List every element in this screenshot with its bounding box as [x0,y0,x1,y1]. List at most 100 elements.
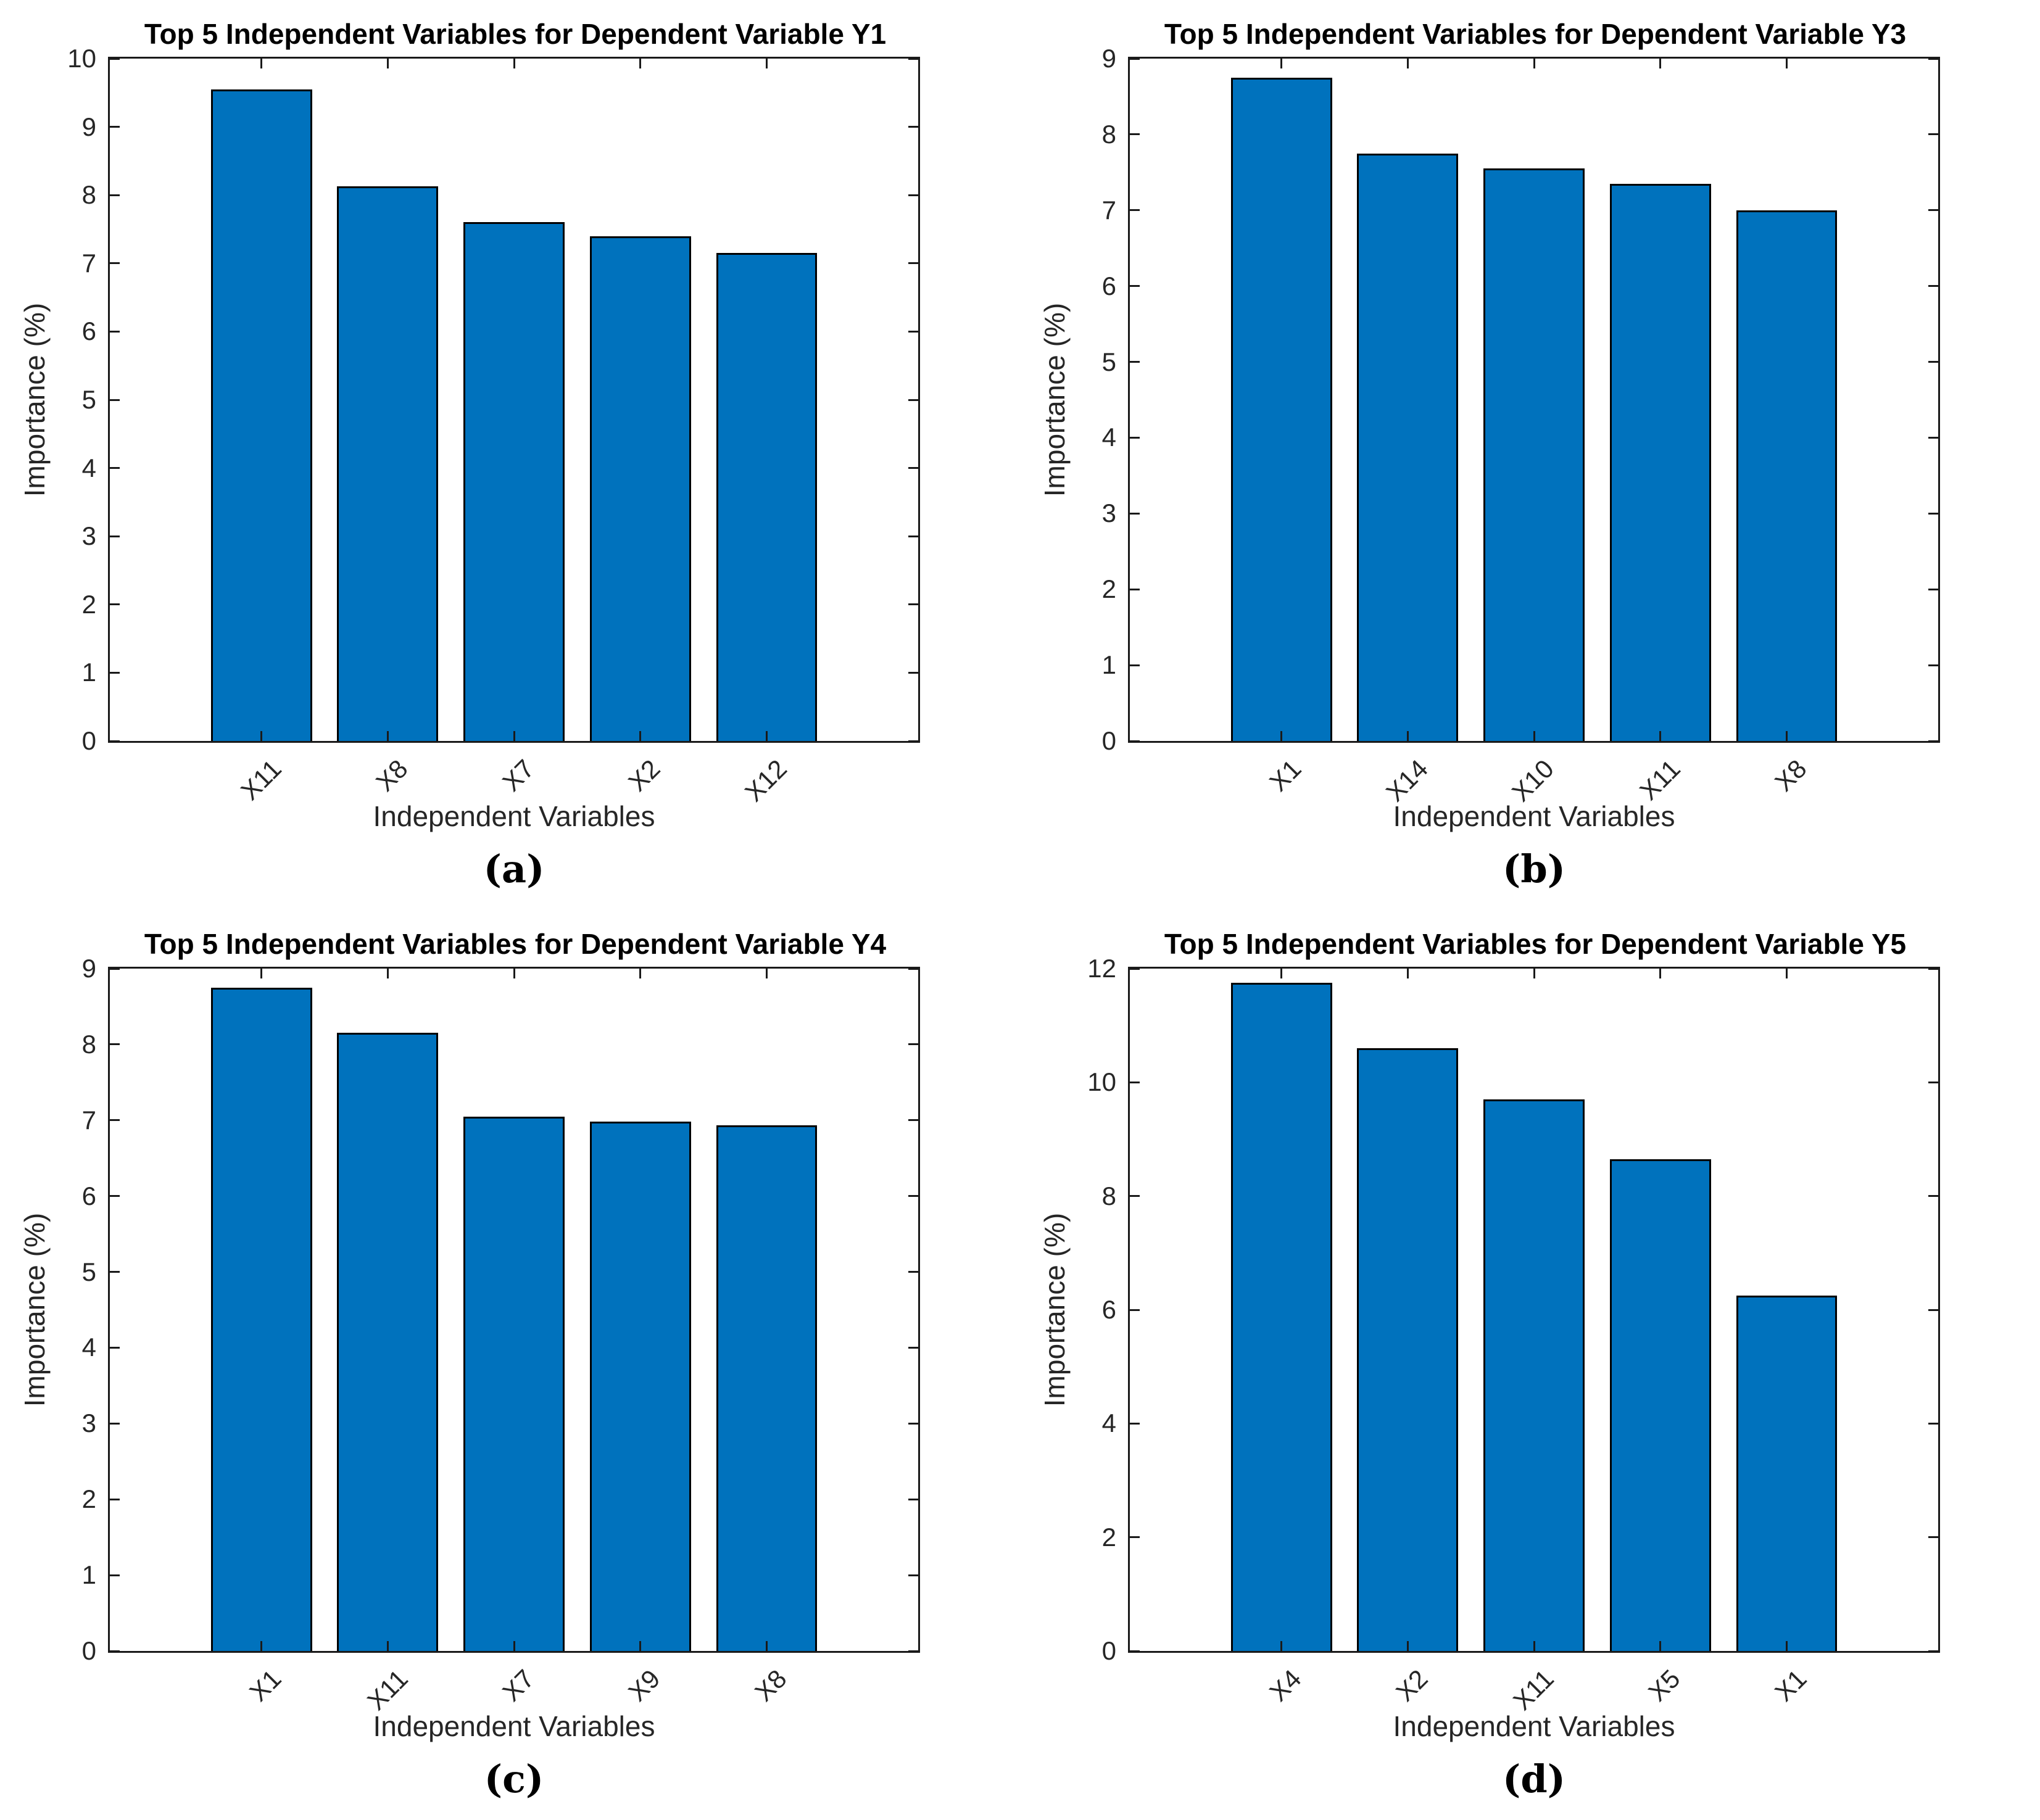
y-tick-mark [1130,512,1140,515]
y-tick-mark [908,467,918,469]
y-tick-label: 2 [81,589,96,619]
y-tick-label: 9 [81,112,96,141]
y-tick-mark [1130,1309,1140,1311]
y-tick-label: 0 [1101,726,1116,755]
y-tick-label: 0 [81,1636,96,1665]
y-tick-mark [908,967,918,970]
y-tick-mark [1130,209,1140,212]
bar-x8 [337,186,439,741]
chart-panel-b: Top 5 Independent Variables for Dependen… [1020,0,2040,910]
x-tick-label: X2 [1390,1664,1433,1707]
y-tick-mark [1130,361,1140,363]
y-tick-mark [1928,967,1938,970]
x-tick-mark [1406,1641,1409,1651]
x-tick-mark [1280,731,1283,741]
y-tick-label: 5 [81,385,96,414]
x-tick-label: X7 [496,1664,540,1707]
y-tick-mark [1928,1536,1938,1539]
y-tick-label: 6 [1101,1295,1116,1324]
y-tick-mark [908,1422,918,1425]
y-tick-mark [110,1346,120,1349]
y-tick-label: 10 [1087,1067,1116,1097]
subfigure-caption: (d) [1502,1756,1566,1801]
y-tick-mark [908,1498,918,1500]
y-tick-mark [110,126,120,128]
y-tick-mark [110,603,120,606]
y-tick-mark [1928,588,1938,590]
x-tick-mark [513,1641,515,1651]
y-tick-label: 3 [81,521,96,551]
y-tick-mark [908,1119,918,1122]
y-tick-mark [110,1574,120,1576]
x-tick-mark [1533,969,1535,978]
x-tick-label: X11 [234,754,287,806]
y-tick-label: 7 [1101,195,1116,225]
x-tick-label: X11 [1634,754,1686,806]
x-axis-label: Independent Variables [373,800,655,832]
y-tick-label: 5 [1101,347,1116,376]
x-tick-mark [513,731,515,741]
y-tick-mark [908,330,918,333]
x-tick-mark [1785,59,1788,68]
plot-area [1128,967,1940,1653]
y-tick-mark [110,671,120,674]
x-tick-mark [1533,1641,1535,1651]
x-tick-mark [1659,969,1662,978]
x-tick-mark [639,59,642,68]
y-tick-mark [1130,285,1140,287]
y-tick-mark [1928,436,1938,439]
y-tick-mark [1130,1650,1140,1652]
y-tick-label: 5 [81,1257,96,1286]
x-tick-mark [1280,59,1283,68]
y-tick-mark [1130,740,1140,742]
y-tick-mark [1130,436,1140,439]
y-tick-label: 8 [1101,1181,1116,1210]
y-tick-label: 9 [1101,44,1116,73]
subfigure-caption: (c) [484,1756,544,1801]
y-tick-mark [908,194,918,196]
y-tick-label: 6 [1101,271,1116,300]
bar-x2 [589,236,691,741]
y-tick-mark [1928,664,1938,666]
y-tick-label: 4 [1101,1408,1116,1438]
y-tick-mark [1928,740,1938,742]
bar-x10 [1483,168,1585,741]
y-tick-label: 3 [1101,498,1116,528]
y-tick-label: 1 [1101,650,1116,680]
y-tick-mark [110,330,120,333]
y-tick-mark [908,603,918,606]
y-tick-label: 1 [81,1560,96,1590]
y-tick-mark [908,262,918,265]
y-tick-mark [1928,285,1938,287]
y-tick-label: 7 [81,1105,96,1135]
chart-title: Top 5 Independent Variables for Dependen… [1164,928,1907,960]
y-tick-mark [1928,1195,1938,1197]
bar-x5 [1609,1159,1711,1651]
x-tick-label: X8 [749,1664,792,1707]
bar-x11 [337,1033,439,1651]
y-tick-label: 8 [81,180,96,210]
x-tick-mark [1785,969,1788,978]
y-tick-mark [110,194,120,196]
y-tick-mark [908,1271,918,1273]
y-tick-label: 1 [81,658,96,687]
y-tick-label: 6 [81,316,96,346]
y-tick-mark [1130,1195,1140,1197]
x-tick-label: X4 [1264,1664,1307,1707]
y-tick-mark [110,1422,120,1425]
x-tick-mark [260,1641,263,1651]
y-axis-label: Importance (%) [19,1212,51,1407]
x-tick-mark [260,731,263,741]
y-tick-mark [110,1043,120,1046]
y-tick-mark [1928,1650,1938,1652]
chart-panel-c: Top 5 Independent Variables for Dependen… [0,910,1020,1820]
y-tick-mark [908,535,918,537]
y-tick-mark [110,740,120,742]
y-tick-mark [1130,57,1140,60]
chart-panel-d: Top 5 Independent Variables for Dependen… [1020,910,2040,1820]
y-tick-mark [1130,967,1140,970]
x-tick-label: X11 [1507,1664,1560,1716]
x-tick-mark [1406,969,1409,978]
x-tick-mark [765,969,768,978]
y-tick-mark [1928,133,1938,136]
